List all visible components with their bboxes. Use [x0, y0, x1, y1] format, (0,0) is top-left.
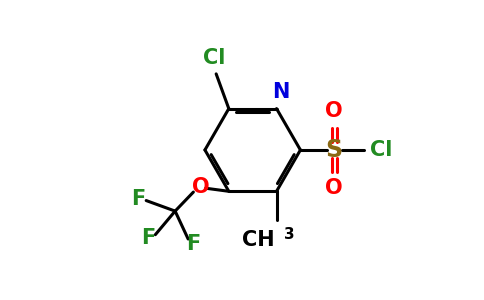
Text: F: F [186, 234, 200, 254]
Text: CH: CH [242, 230, 274, 250]
Text: Cl: Cl [203, 48, 226, 68]
Text: F: F [131, 189, 146, 209]
Text: N: N [272, 82, 290, 103]
Text: Cl: Cl [370, 140, 392, 160]
Text: O: O [192, 178, 210, 197]
Text: F: F [141, 228, 155, 248]
Text: O: O [325, 178, 343, 199]
Text: S: S [326, 138, 343, 162]
Text: 3: 3 [284, 227, 295, 242]
Text: O: O [325, 101, 343, 122]
